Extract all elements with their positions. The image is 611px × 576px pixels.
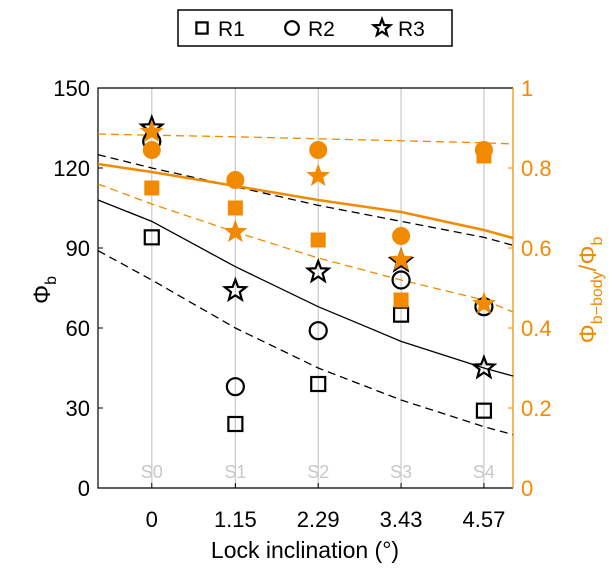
- x-tick-label: 1.15: [214, 507, 257, 532]
- point: [309, 141, 328, 159]
- point: [389, 247, 413, 271]
- point: [392, 306, 410, 323]
- legend-marker: [195, 21, 209, 35]
- legend-marker: [370, 16, 394, 38]
- point: [227, 415, 244, 433]
- fit-line: [97, 250, 514, 436]
- y-tick-label: 0: [78, 476, 90, 501]
- point: [144, 180, 160, 196]
- y2-tick-label: 0.8: [521, 156, 552, 181]
- point: [470, 353, 498, 380]
- y2-axis-label: Φb−body/Φb: [575, 236, 606, 343]
- y-tick-label: 90: [66, 236, 90, 261]
- x-tick-label: 0: [146, 507, 158, 532]
- legend-label: R3: [398, 18, 425, 41]
- point: [139, 119, 164, 143]
- point: [310, 232, 326, 248]
- point: [227, 200, 243, 216]
- label-part: Φ: [29, 285, 56, 304]
- label-part: Φ: [575, 324, 602, 343]
- fit-line: [97, 154, 514, 246]
- fit-line: [97, 199, 514, 377]
- fit-line: [97, 183, 514, 313]
- x-axis-label: Lock inclination (°): [211, 537, 399, 563]
- station-label: S3: [390, 462, 412, 482]
- point: [143, 229, 160, 246]
- point: [472, 291, 496, 315]
- point: [223, 219, 248, 243]
- y-tick-label: 120: [53, 156, 90, 181]
- point: [308, 321, 328, 341]
- legend-box: [177, 9, 453, 47]
- label-part: b: [589, 236, 606, 245]
- point: [226, 171, 245, 189]
- point: [392, 227, 411, 245]
- point: [225, 377, 245, 397]
- station-label: S4: [473, 462, 495, 482]
- label-part: b−body: [589, 271, 606, 324]
- point: [474, 141, 493, 159]
- point: [391, 270, 411, 290]
- point: [393, 292, 409, 308]
- station-label: S1: [224, 462, 246, 482]
- legend-label: R2: [308, 18, 335, 41]
- station-label: S0: [141, 462, 163, 482]
- y2-tick-label: 1: [521, 76, 533, 101]
- axes-frame: [97, 87, 513, 489]
- y-tick-label: 60: [66, 316, 90, 341]
- point: [142, 141, 161, 159]
- point: [475, 402, 493, 419]
- x-tick-label: 4.57: [463, 507, 506, 532]
- station-label: S2: [307, 462, 329, 482]
- y2-tick-label: 0.2: [521, 396, 552, 421]
- label-part: b: [43, 276, 60, 285]
- y2-tick-label: 0.6: [521, 236, 552, 261]
- y-tick-label: 150: [53, 76, 90, 101]
- x-tick-label: 3.43: [380, 507, 423, 532]
- point: [221, 276, 249, 303]
- label-part: /Φ: [575, 245, 602, 271]
- y-axis-label: Φb: [29, 276, 60, 304]
- legend-marker: [284, 20, 300, 36]
- legend-label: R1: [218, 18, 245, 41]
- y-tick-label: 30: [66, 396, 90, 421]
- y2-tick-label: 0.4: [521, 316, 552, 341]
- point: [304, 257, 332, 284]
- y2-tick-label: 0: [521, 476, 533, 501]
- fit-line: [97, 162, 514, 240]
- point: [306, 163, 331, 187]
- x-tick-label: 2.29: [297, 507, 340, 532]
- point: [310, 375, 327, 393]
